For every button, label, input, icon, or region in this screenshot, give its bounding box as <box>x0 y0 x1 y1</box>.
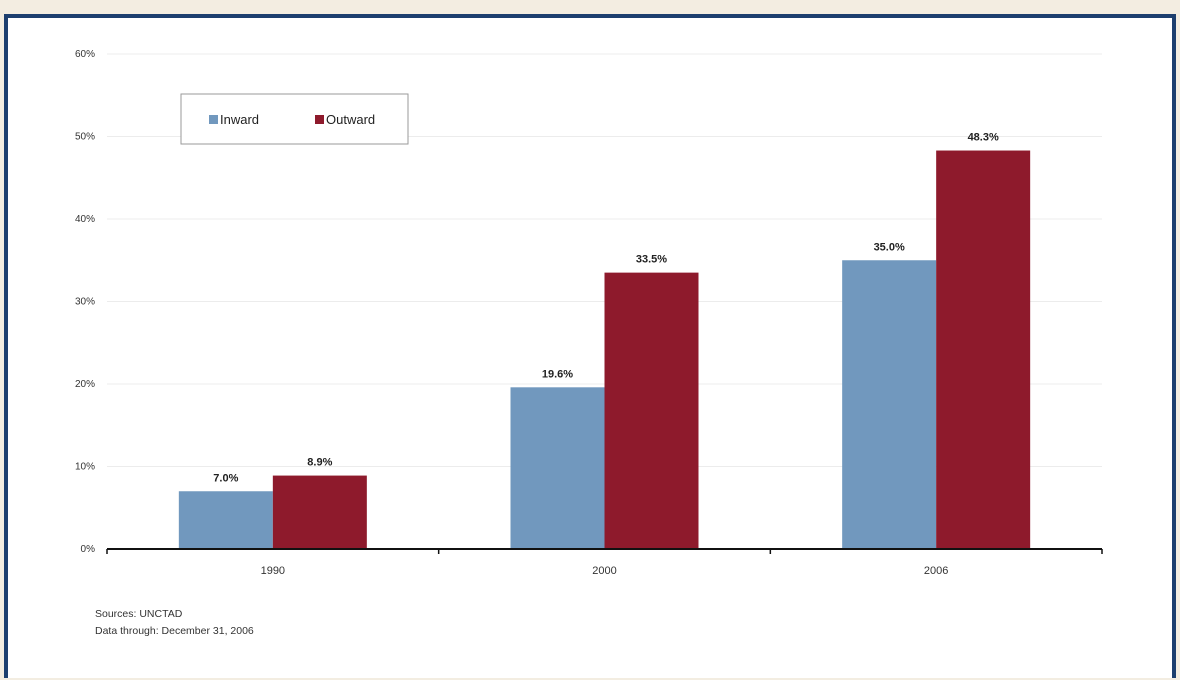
legend-swatch-inward <box>209 115 218 124</box>
legend-swatch-outward <box>315 115 324 124</box>
data-label: 33.5% <box>636 254 667 266</box>
x-category-label: 2006 <box>924 565 948 577</box>
bar-inward-2000 <box>510 387 605 549</box>
bar-outward-2000 <box>604 272 699 549</box>
data-label: 19.6% <box>542 368 573 380</box>
y-tick-label: 40% <box>75 214 95 225</box>
sources-note: Sources: UNCTAD <box>95 608 183 620</box>
bar-inward-2006 <box>842 260 937 549</box>
bar-outward-2006 <box>936 150 1031 549</box>
y-axis-ticks: 0% 10% 20% 30% 40% 50% 60% <box>75 49 95 555</box>
y-tick-label: 30% <box>75 297 95 308</box>
bars <box>178 150 1031 549</box>
x-category-label: 1990 <box>261 565 285 577</box>
data-label: 48.3% <box>968 132 999 144</box>
x-category-label: 2000 <box>592 565 616 577</box>
bar-outward-1990 <box>272 475 367 549</box>
legend-label-outward: Outward <box>326 112 375 127</box>
legend-box <box>180 93 409 145</box>
data-label: 8.9% <box>307 457 332 469</box>
legend: Inward Outward <box>180 93 409 145</box>
y-tick-label: 10% <box>75 462 95 473</box>
y-tick-label: 20% <box>75 379 95 390</box>
x-axis <box>106 548 1103 554</box>
y-tick-label: 60% <box>75 49 95 60</box>
data-label: 7.0% <box>213 472 238 484</box>
data-labels: 7.0% 8.9% 19.6% 33.5% 35.0% 48.3% <box>213 132 999 485</box>
y-tick-label: 50% <box>75 132 95 143</box>
data-through-note: Data through: December 31, 2006 <box>95 625 254 637</box>
x-axis-categories: 1990 2000 2006 <box>261 565 949 577</box>
legend-label-inward: Inward <box>220 112 259 127</box>
data-label: 35.0% <box>874 241 905 253</box>
y-tick-label: 0% <box>81 544 96 555</box>
bar-inward-1990 <box>178 491 273 549</box>
